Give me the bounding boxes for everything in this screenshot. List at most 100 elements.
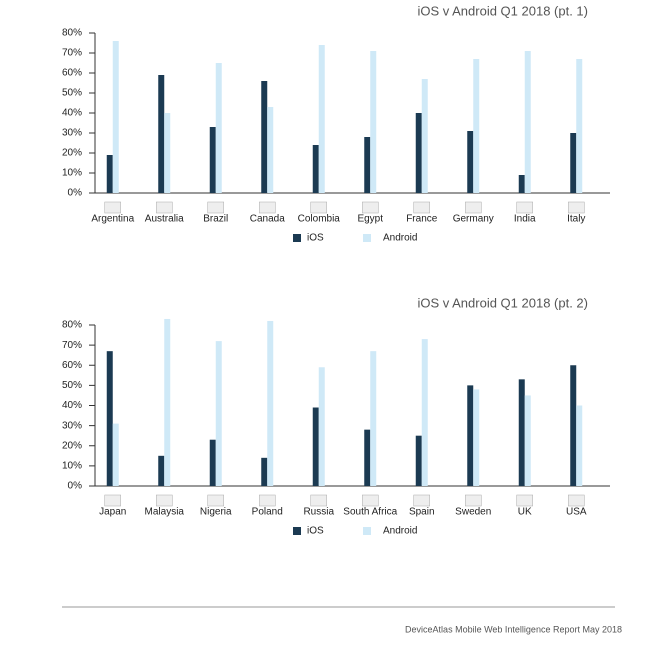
bar xyxy=(158,455,165,486)
bar xyxy=(209,127,216,193)
legend-label: Android xyxy=(383,233,417,244)
flag-icon xyxy=(104,201,121,214)
bar xyxy=(415,113,422,193)
x-tick-label: Canada xyxy=(250,214,285,225)
bar xyxy=(518,379,525,486)
footer: DeviceAtlas Mobile Web Intelligence Repo… xyxy=(405,624,622,634)
bar xyxy=(215,341,222,486)
flag-icon xyxy=(310,494,327,507)
x-tick-label: Italy xyxy=(567,214,585,225)
legend-swatch xyxy=(293,527,301,535)
x-tick-label: Australia xyxy=(145,214,184,225)
flag-icon xyxy=(413,201,430,214)
bar xyxy=(524,51,531,193)
x-tick-label: South Africa xyxy=(343,507,397,518)
x-tick-label: Colombia xyxy=(298,214,341,225)
bar xyxy=(370,51,377,193)
y-tick-label: 40% xyxy=(62,108,82,119)
flag-icon xyxy=(104,494,121,507)
bar xyxy=(318,367,325,486)
bar xyxy=(421,339,428,486)
flag-icon xyxy=(568,494,585,507)
y-tick-label: 70% xyxy=(62,340,82,351)
y-tick-label: 50% xyxy=(62,380,82,391)
bar xyxy=(370,351,377,486)
bar xyxy=(164,318,171,486)
bar xyxy=(570,365,577,486)
legend-label: Android xyxy=(383,526,417,537)
x-tick-label: Spain xyxy=(409,507,435,518)
x-tick-label: Germany xyxy=(453,214,494,225)
flag-icon xyxy=(465,494,482,507)
flag-icon xyxy=(516,494,533,507)
x-tick-label: Russia xyxy=(303,507,334,518)
bar xyxy=(312,145,319,193)
bar xyxy=(112,423,119,486)
bar xyxy=(209,439,216,486)
y-tick-label: 0% xyxy=(68,481,83,492)
y-tick-label: 20% xyxy=(62,148,82,159)
flag-icon xyxy=(465,201,482,214)
x-tick-label: USA xyxy=(566,507,587,518)
y-tick-label: 70% xyxy=(62,48,82,59)
bar xyxy=(576,405,583,486)
bar xyxy=(318,45,325,193)
flag-icon xyxy=(413,494,430,507)
y-tick-label: 40% xyxy=(62,400,82,411)
bar xyxy=(215,63,222,193)
bar xyxy=(261,81,268,193)
bar xyxy=(106,155,113,193)
x-tick-label: France xyxy=(406,214,438,225)
y-tick-label: 30% xyxy=(62,420,82,431)
x-tick-label: Japan xyxy=(99,507,126,518)
bar xyxy=(473,59,480,193)
bar xyxy=(267,107,274,193)
bar xyxy=(164,113,171,193)
bar xyxy=(473,389,480,486)
y-tick-label: 80% xyxy=(62,28,82,39)
bar xyxy=(261,457,268,486)
flag-icon xyxy=(207,201,224,214)
x-tick-label: Egypt xyxy=(357,214,383,225)
flag-icon xyxy=(310,201,327,214)
flag-icon xyxy=(259,201,276,214)
x-tick-label: India xyxy=(514,214,536,225)
flag-icon xyxy=(207,494,224,507)
bar xyxy=(421,79,428,193)
y-tick-label: 30% xyxy=(62,128,82,139)
flag-icon xyxy=(516,201,533,214)
bar xyxy=(267,320,274,486)
bar xyxy=(112,41,119,193)
x-tick-label: Argentina xyxy=(91,214,134,225)
chart-title: iOS v Android Q1 2018 (pt. 1) xyxy=(417,3,588,18)
bar xyxy=(415,435,422,486)
bar xyxy=(518,175,525,193)
bar xyxy=(106,351,113,486)
legend-swatch xyxy=(293,234,301,242)
bar xyxy=(576,59,583,193)
x-tick-label: Nigeria xyxy=(200,507,232,518)
x-tick-label: Sweden xyxy=(455,507,491,518)
bar xyxy=(364,429,371,486)
bar xyxy=(312,407,319,486)
x-tick-label: Brazil xyxy=(203,214,228,225)
flag-icon xyxy=(362,494,379,507)
bar xyxy=(467,385,474,486)
flag-icon xyxy=(259,494,276,507)
x-tick-label: Malaysia xyxy=(145,507,185,518)
y-tick-label: 10% xyxy=(62,461,82,472)
y-tick-label: 0% xyxy=(68,188,83,199)
y-tick-label: 20% xyxy=(62,440,82,451)
bar xyxy=(467,131,474,193)
bar xyxy=(524,395,531,486)
legend-label: iOS xyxy=(307,526,324,537)
flag-icon xyxy=(362,201,379,214)
y-tick-label: 60% xyxy=(62,68,82,79)
flag-icon xyxy=(156,201,173,214)
chart-title: iOS v Android Q1 2018 (pt. 2) xyxy=(417,295,588,310)
y-tick-label: 50% xyxy=(62,88,82,99)
flag-icon xyxy=(568,201,585,214)
y-tick-label: 60% xyxy=(62,360,82,371)
bar xyxy=(158,75,165,193)
